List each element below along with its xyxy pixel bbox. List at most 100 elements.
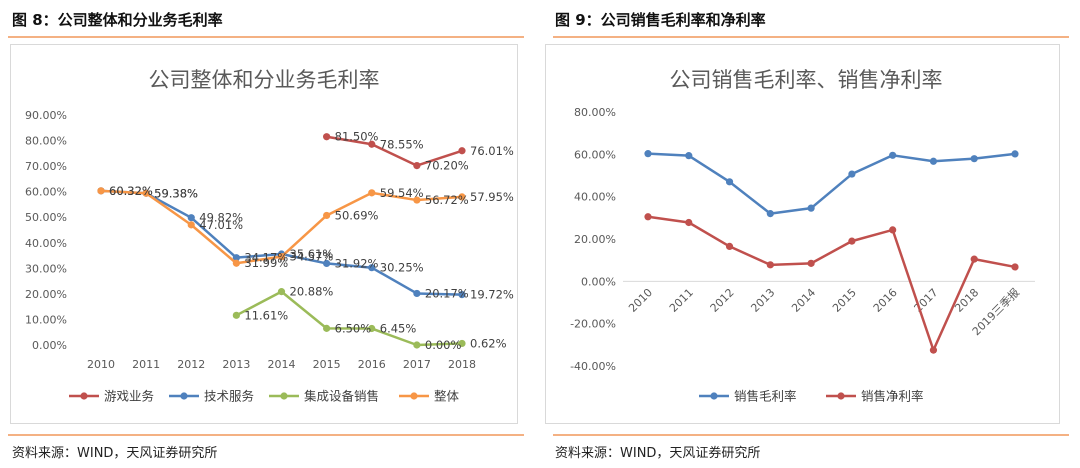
data-point xyxy=(458,339,466,348)
data-label: 56.72% xyxy=(425,193,469,207)
x-tick-label: 2016 xyxy=(871,286,900,315)
x-tick-label: 2013 xyxy=(748,286,777,315)
x-tick-label: 2014 xyxy=(268,358,296,371)
data-point xyxy=(232,254,240,262)
data-label: 6.50% xyxy=(335,321,372,335)
data-label: 35.61% xyxy=(290,247,334,261)
data-point xyxy=(725,242,734,251)
data-label: 20.88% xyxy=(290,285,334,299)
data-label: 34.17% xyxy=(244,251,288,265)
figure-9-top-rule xyxy=(553,36,1069,38)
data-point xyxy=(323,211,331,220)
y-tick-label: 30.00% xyxy=(25,262,67,275)
data-label: 19.72% xyxy=(470,288,514,302)
data-label: 31.92% xyxy=(335,256,379,270)
data-point xyxy=(929,346,938,354)
data-point xyxy=(97,187,105,195)
data-point xyxy=(848,237,856,245)
data-label: 34.57% xyxy=(290,250,334,264)
y-tick-label: 40.00% xyxy=(574,191,616,204)
data-label: 81.50% xyxy=(335,130,379,144)
y-tick-label: -20.00% xyxy=(570,318,616,331)
data-point xyxy=(848,170,856,178)
series-line-0 xyxy=(326,135,463,167)
legend-label: 销售毛利率 xyxy=(734,389,797,404)
gross-margin-chart: 公司整体和分业务毛利率 0.00% 10.00% 20.00% 30.00% 40.00%… xyxy=(10,44,518,424)
data-label: 59.38% xyxy=(154,186,198,200)
data-point xyxy=(458,147,466,155)
data-label: 60.32% xyxy=(109,184,153,198)
figure-9-panel: 图 9：公司销售毛利率和净利率 公司销售毛利率、销售净利率 -40.00% -20.… xyxy=(545,0,1075,468)
sales-margin-chart: 公司销售毛利率、销售净利率 -40.00% -20.00% 0.00% 20.00% 40… xyxy=(545,44,1060,424)
y-tick-label: 70.00% xyxy=(25,160,67,173)
figure-8-source: 资料来源：WIND，天风证券研究所 xyxy=(12,446,218,461)
data-label: 78.55% xyxy=(380,137,424,151)
data-point xyxy=(368,264,376,272)
series-line-1 xyxy=(100,189,463,296)
y-tick-label: 60.00% xyxy=(574,148,616,161)
data-label: 0.62% xyxy=(470,336,507,350)
data-label: 59.38% xyxy=(154,186,198,200)
data-point xyxy=(187,214,195,222)
data-point xyxy=(685,152,693,160)
data-point xyxy=(766,210,774,218)
data-point xyxy=(889,151,897,159)
legend-marker xyxy=(180,392,188,400)
data-label: 57.95% xyxy=(470,190,514,204)
data-point xyxy=(685,218,693,227)
figure-8-title: 图 8：公司整体和分业务毛利率 xyxy=(12,11,223,29)
sales-margin-chart-svg: 公司销售毛利率、销售净利率 -40.00% -20.00% 0.00% 20.00% 40… xyxy=(570,68,1035,404)
legend-marker xyxy=(280,392,288,400)
x-tick-label: 2012 xyxy=(177,358,205,371)
data-point xyxy=(725,178,734,186)
gross-margin-chart-svg: 公司整体和分业务毛利率 0.00% 10.00% 20.00% 30.00% 40.00%… xyxy=(25,68,514,404)
series-line-0 xyxy=(647,152,1016,215)
data-label: 30.25% xyxy=(380,261,424,275)
y-tick-label: 0.00% xyxy=(32,339,67,352)
x-tick-label: 2017 xyxy=(403,358,431,371)
x-tick-label: 2015 xyxy=(313,358,341,371)
data-label: 31.99% xyxy=(244,256,288,270)
y-tick-label: 10.00% xyxy=(25,313,67,326)
y-tick-label: 60.00% xyxy=(25,186,67,199)
data-point xyxy=(458,291,466,299)
x-tick-label: 2010 xyxy=(87,358,115,371)
figure-9-source: 资料来源：WIND，天风证券研究所 xyxy=(555,446,761,461)
x-tick-label: 2013 xyxy=(222,358,250,371)
legend-label: 整体 xyxy=(434,389,460,404)
data-point xyxy=(368,140,376,148)
x-tick-label: 2011 xyxy=(667,286,696,315)
y-tick-label: 80.00% xyxy=(574,106,616,119)
data-label: 11.61% xyxy=(244,308,288,322)
figure-9-title: 图 9：公司销售毛利率和净利率 xyxy=(555,11,766,29)
data-point xyxy=(232,311,240,319)
data-point xyxy=(323,133,331,141)
figure-8-bottom-rule xyxy=(8,434,524,436)
data-point xyxy=(1011,263,1019,271)
legend-marker xyxy=(410,392,418,400)
data-point xyxy=(413,162,421,170)
data-point xyxy=(889,226,897,234)
x-tick-label: 2010 xyxy=(626,286,655,315)
data-point xyxy=(277,253,286,261)
data-point xyxy=(929,157,938,165)
data-label: 0.00% xyxy=(425,338,462,352)
data-point xyxy=(807,204,815,212)
data-point xyxy=(644,150,652,158)
legend-marker xyxy=(710,392,718,400)
legend-label: 技术服务 xyxy=(204,389,254,404)
x-tick-label: 2015 xyxy=(830,286,859,315)
legend-marker xyxy=(80,392,88,400)
series-line-2 xyxy=(235,290,463,347)
data-point xyxy=(323,259,331,268)
data-point xyxy=(413,196,421,204)
data-point xyxy=(413,341,421,349)
legend-marker xyxy=(837,392,845,400)
data-point xyxy=(368,189,376,197)
chart-title: 公司销售毛利率、销售净利率 xyxy=(670,68,943,92)
data-label: 47.01% xyxy=(199,218,243,232)
x-tick-label: 2012 xyxy=(708,286,737,315)
data-point xyxy=(458,193,466,201)
x-tick-label: 2011 xyxy=(132,358,160,371)
data-point xyxy=(368,324,376,333)
